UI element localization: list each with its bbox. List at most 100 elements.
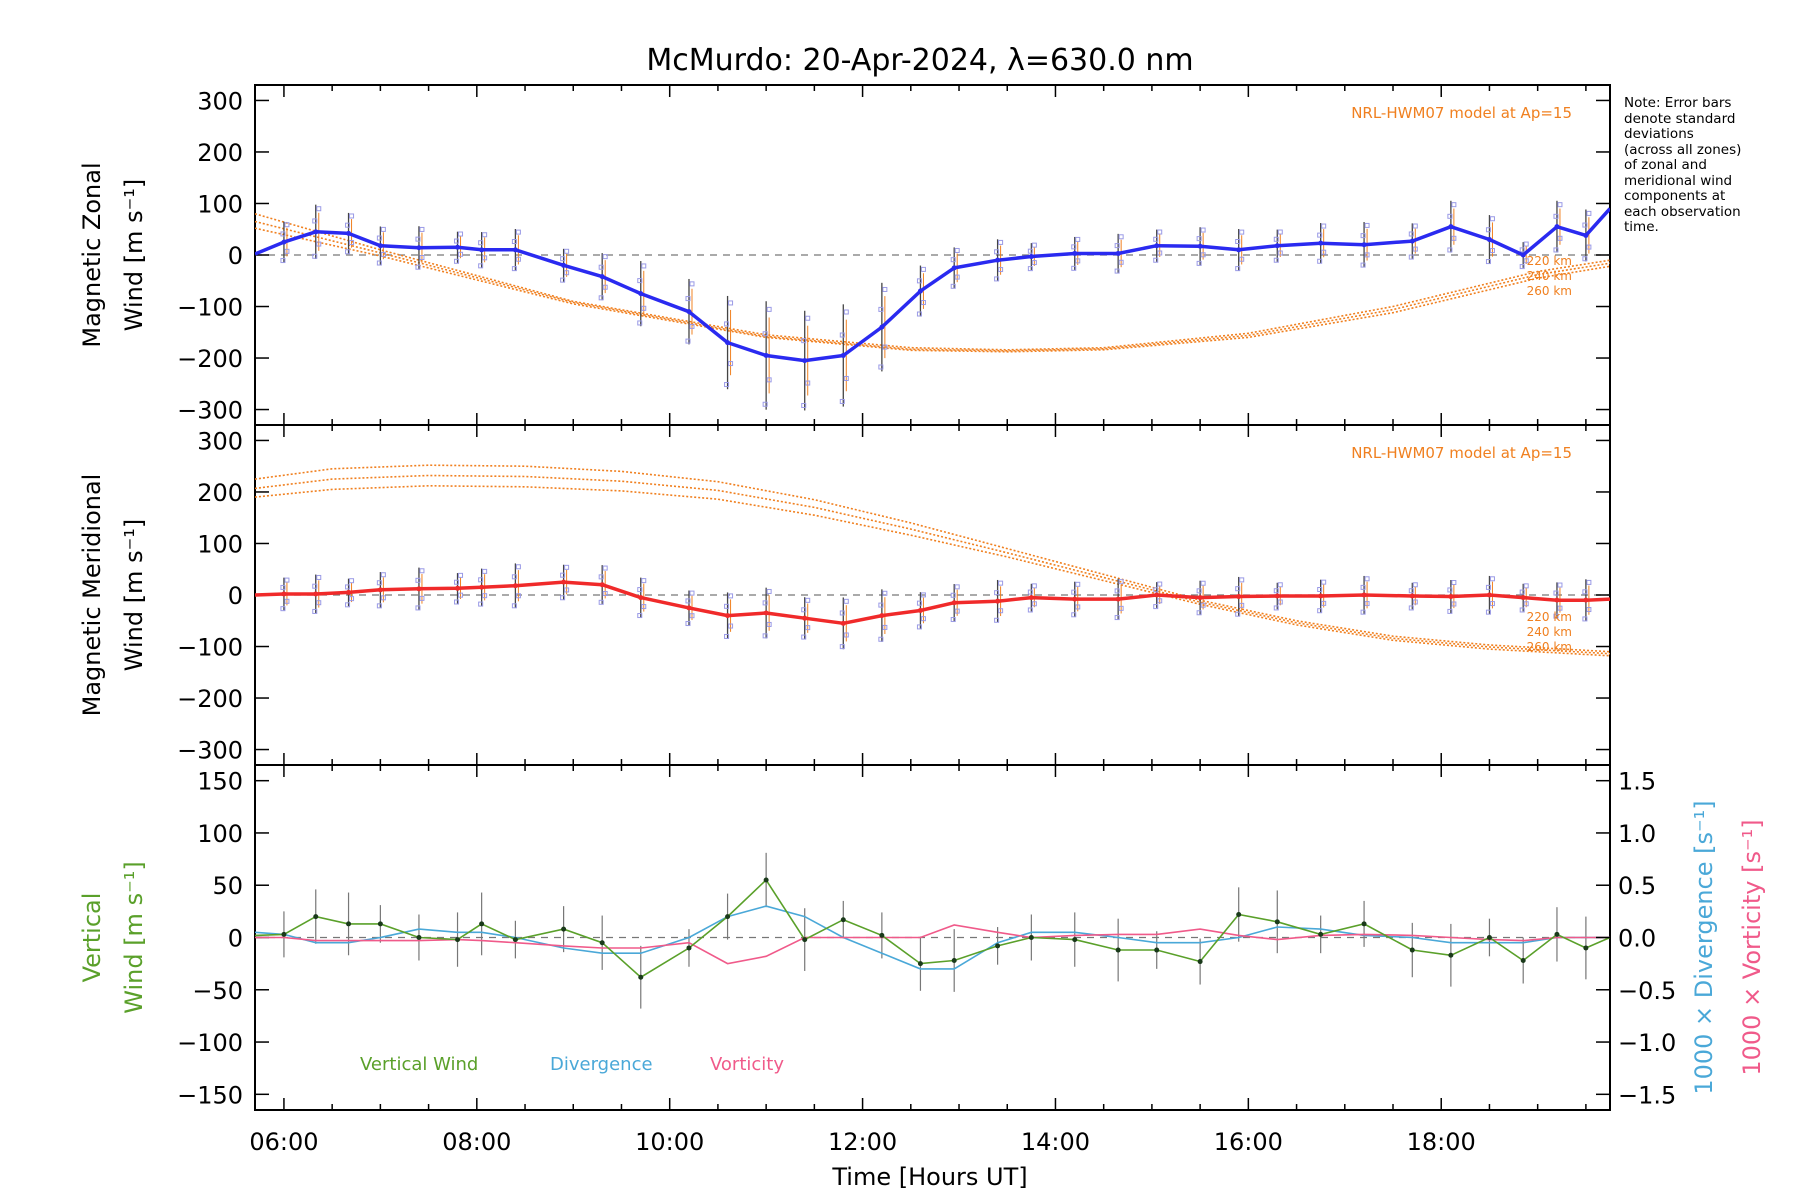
zone-marker (637, 278, 643, 284)
zone-marker (1489, 248, 1495, 254)
zone-marker (916, 600, 922, 606)
zone-marker (1317, 232, 1323, 238)
plot-area (255, 200, 1610, 411)
model-curve (255, 227, 1610, 353)
zone-marker (1273, 588, 1279, 594)
data-point (1554, 597, 1560, 603)
note-line: (across all zones) (1624, 141, 1742, 158)
zone-marker (1523, 241, 1529, 247)
zone-marker (878, 602, 884, 608)
data-point (1274, 243, 1280, 249)
zone-marker (1200, 580, 1206, 586)
zone-marker (1557, 202, 1563, 208)
zone-marker (1157, 598, 1163, 604)
zone-marker (1031, 260, 1037, 266)
zone-marker (1412, 599, 1418, 605)
zone-marker (1360, 262, 1366, 268)
zone-marker (954, 608, 960, 614)
zone-marker (1200, 227, 1206, 233)
zone-marker (1277, 599, 1283, 605)
zone-marker (954, 247, 960, 253)
zone-marker (637, 587, 643, 593)
zone-marker (1321, 579, 1327, 585)
y-tick-label: 200 (197, 139, 243, 167)
zone-marker (1071, 612, 1077, 618)
zone-marker (478, 601, 484, 607)
data-point (1318, 593, 1324, 599)
zone-marker (728, 623, 734, 629)
data-point (840, 352, 846, 358)
zone-marker (560, 256, 566, 262)
data-point (686, 309, 692, 315)
zone-marker (801, 634, 807, 640)
zone-marker (689, 323, 695, 329)
data-point (1583, 232, 1589, 238)
altitude-label: 260 km (1527, 640, 1572, 654)
zone-marker (602, 284, 608, 290)
data-point (346, 921, 352, 927)
data-point (1318, 931, 1324, 937)
zone-marker (801, 607, 807, 613)
zone-marker (602, 254, 608, 260)
zone-marker (560, 572, 566, 578)
zone-marker (454, 599, 460, 605)
zone-marker (641, 305, 647, 311)
x-tick-label: 06:00 (249, 1128, 318, 1156)
data-point (995, 598, 1001, 604)
data-point (725, 613, 731, 619)
zone-marker (345, 584, 351, 590)
zone-marker (920, 300, 926, 306)
zone-marker (1317, 258, 1323, 264)
x-tick-label: 14:00 (1021, 1128, 1090, 1156)
right-axis-label-vorticity: 1000 × Vorticity [s⁻¹] (1738, 819, 1766, 1075)
zone-marker (1519, 247, 1525, 253)
zone-marker (564, 564, 570, 570)
zone-marker (685, 338, 691, 344)
zone-marker (458, 231, 464, 237)
zone-marker (1553, 247, 1559, 253)
data-point (995, 257, 1001, 263)
zone-marker (280, 584, 286, 590)
data-point (1115, 250, 1121, 256)
zone-marker (1157, 229, 1163, 235)
zone-marker (637, 613, 643, 619)
zone-marker (839, 332, 845, 338)
zone-marker (1582, 222, 1588, 228)
zone-marker (998, 580, 1004, 586)
zone-marker (1582, 256, 1588, 262)
data-point (638, 974, 644, 980)
right-y-tick-label: 0.0 (1618, 925, 1656, 953)
zone-marker (1196, 610, 1202, 616)
zone-marker (1557, 605, 1563, 611)
data-point (725, 340, 731, 346)
zone-marker (994, 590, 1000, 596)
zone-marker (1235, 586, 1241, 592)
zone-marker (801, 338, 807, 344)
data-point (416, 935, 422, 940)
data-point (1236, 912, 1242, 917)
zone-marker (1200, 252, 1206, 258)
data-point (1197, 243, 1203, 249)
right-y-tick-label: −1.5 (1618, 1081, 1676, 1109)
zone-marker (724, 321, 730, 327)
zone-marker (920, 616, 926, 622)
zone-marker (415, 236, 421, 242)
zone-marker (1239, 577, 1245, 583)
data-point (686, 945, 692, 951)
zone-marker (511, 603, 517, 609)
model-label: NRL-HWM07 model at Ap=15 (1351, 444, 1572, 462)
zone-marker (1196, 236, 1202, 242)
zone-marker (1273, 605, 1279, 611)
legend-entry: Divergence (550, 1054, 653, 1075)
zone-marker (916, 624, 922, 630)
zone-marker (1277, 582, 1283, 588)
right-y-tick-label: 1.5 (1618, 768, 1656, 796)
zone-marker (458, 592, 464, 598)
x-tick-label: 16:00 (1214, 1128, 1283, 1156)
data-point (1409, 947, 1415, 953)
zone-marker (1553, 590, 1559, 596)
zone-marker (1412, 223, 1418, 229)
zone-marker (1153, 587, 1159, 593)
zone-marker (349, 213, 355, 219)
data-point (951, 958, 957, 963)
